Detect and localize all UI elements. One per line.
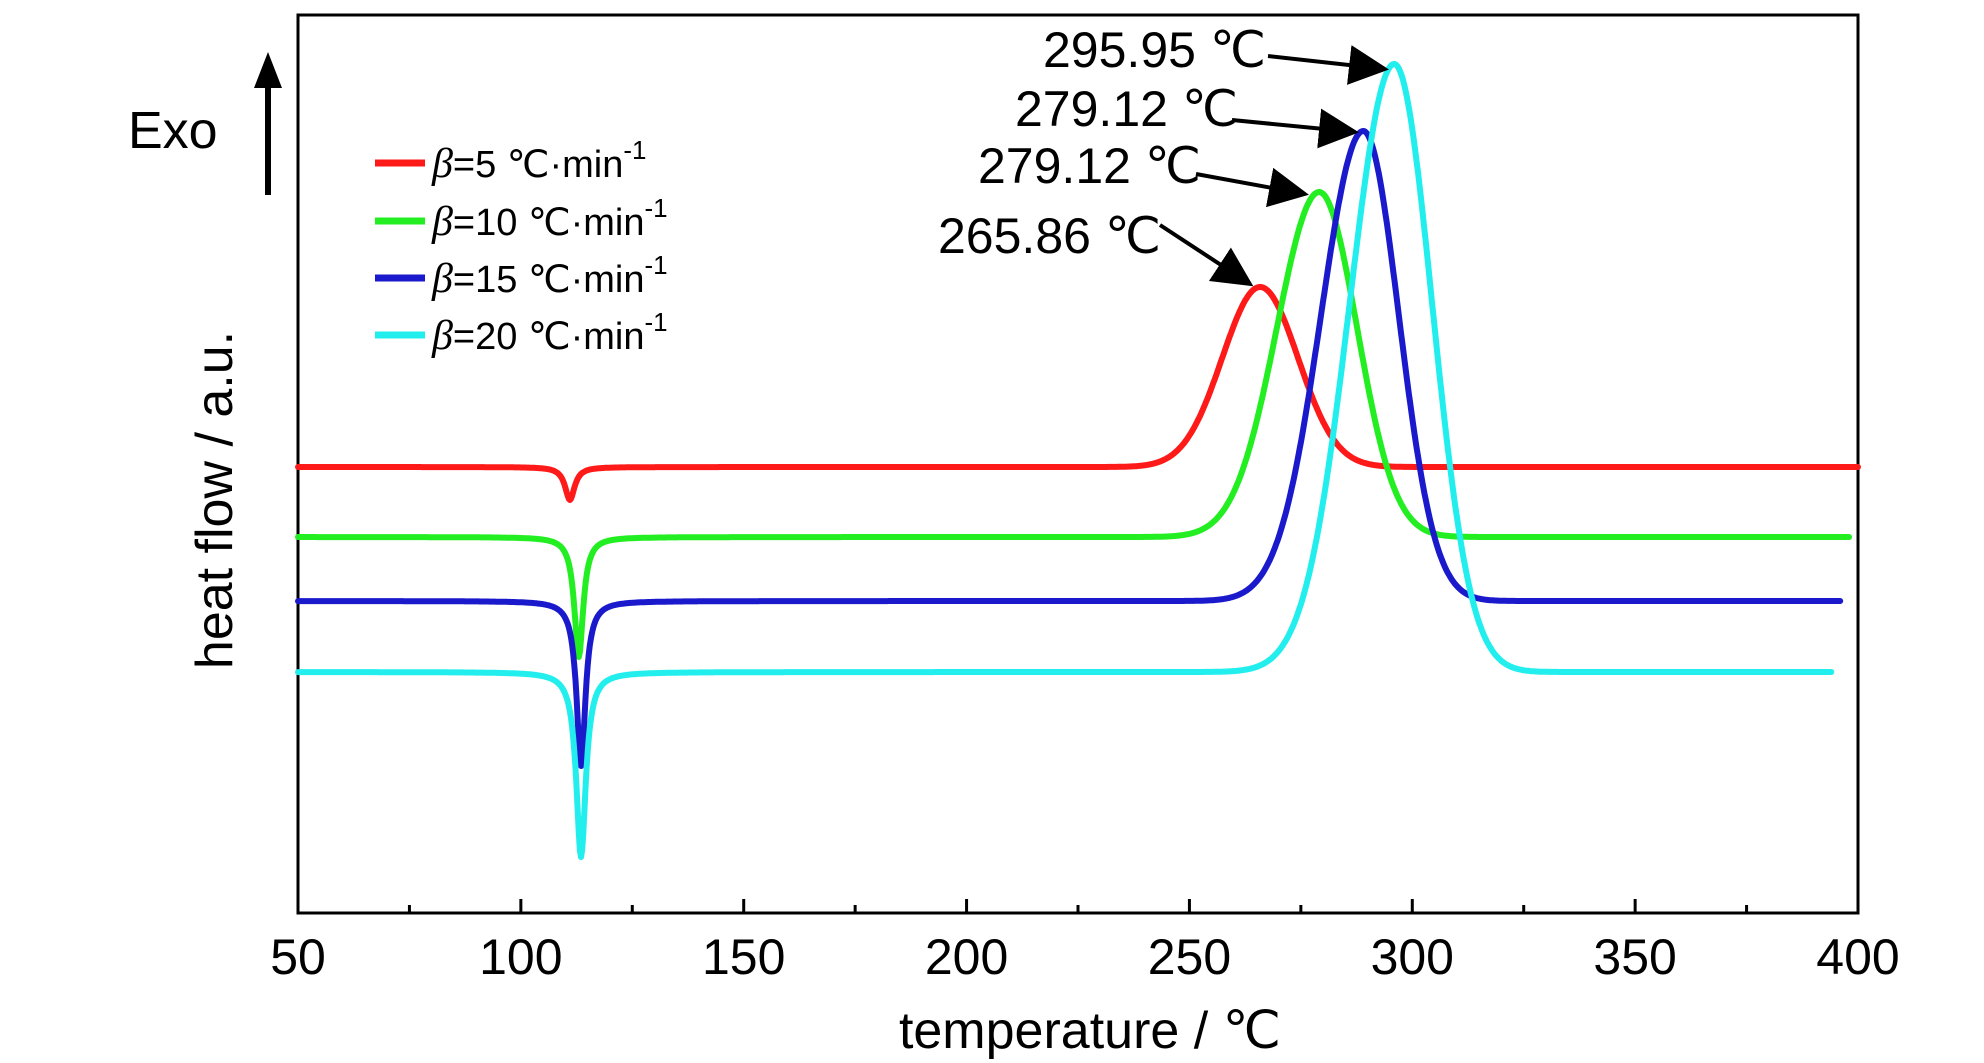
x-tick-label-150: 150 xyxy=(702,929,785,985)
x-tick-label-400: 400 xyxy=(1816,929,1899,985)
x-tick-label-300: 300 xyxy=(1371,929,1454,985)
legend-label-3: β=15 ℃·min-1 xyxy=(431,250,668,302)
legend: β=5 ℃·min-1 β=10 ℃·min-1β=15 ℃·min-1β=20 … xyxy=(375,135,668,359)
peak-label-3: 279.12 ℃ xyxy=(1015,81,1238,137)
series-line-3 xyxy=(295,128,1844,769)
x-tick-label-50: 50 xyxy=(270,929,326,985)
x-tick-label-350: 350 xyxy=(1593,929,1676,985)
peak-label-4: 295.95 ℃ xyxy=(1043,22,1266,78)
x-axis-tick-labels: 50 100 150 200 250 300 350 400 xyxy=(270,929,1900,985)
x-tick-label-100: 100 xyxy=(479,929,562,985)
peak-arrow-2 xyxy=(1195,167,1309,208)
series-line-1 xyxy=(295,284,1861,503)
y-axis-title: heat flow / a.u. xyxy=(186,331,244,669)
legend-label-2: β=10 ℃·min-1 xyxy=(431,193,668,245)
peak-arrow-3 xyxy=(1231,108,1359,149)
peak-arrow-4 xyxy=(1267,45,1389,85)
legend-label-1: β=5 ℃·min-1 xyxy=(431,135,647,187)
exo-up-arrow-icon xyxy=(254,52,282,195)
exo-label: Exo xyxy=(128,102,218,160)
series-line-2 xyxy=(295,189,1853,660)
x-tick-label-200: 200 xyxy=(925,929,1008,985)
x-axis-title: temperature / ℃ xyxy=(899,1002,1281,1060)
peak-arrow-1 xyxy=(1158,223,1254,287)
peak-label-1: 265.86 ℃ xyxy=(938,208,1161,264)
series-lines xyxy=(295,61,1861,860)
x-axis-ticks xyxy=(296,899,1860,913)
peak-label-2: 279.12 ℃ xyxy=(978,138,1201,194)
x-tick-label-250: 250 xyxy=(1148,929,1231,985)
series-line-4 xyxy=(295,61,1835,860)
legend-label-4: β=20 ℃·min-1 xyxy=(431,307,668,359)
